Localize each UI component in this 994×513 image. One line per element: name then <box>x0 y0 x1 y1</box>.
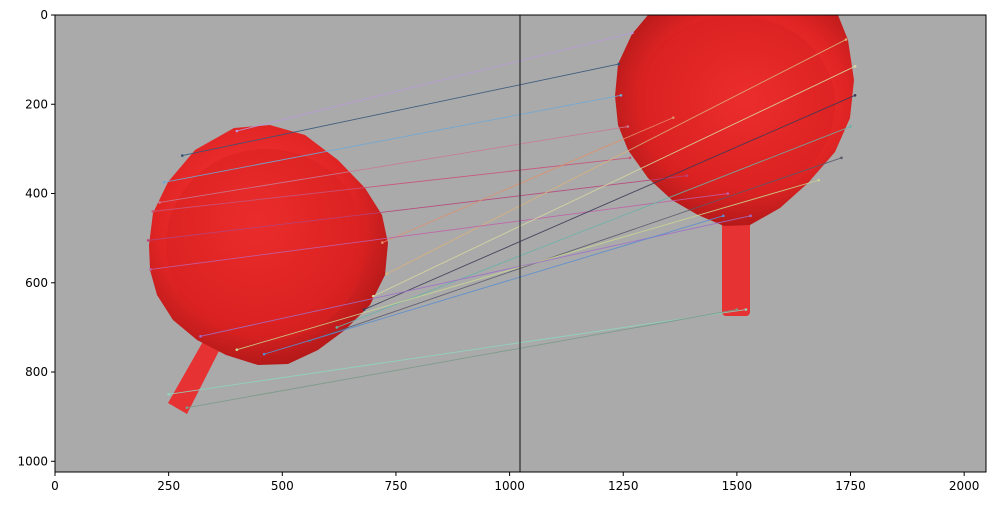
y-axis: 0 200 400 600 800 1000 <box>17 8 55 468</box>
keypoint-match-line <box>309 157 842 342</box>
keypoint-marker <box>381 241 384 244</box>
keypoint-match-line <box>373 65 856 297</box>
keypoint-marker <box>235 129 239 133</box>
keypoint-marker <box>235 348 239 352</box>
keypoint-marker <box>167 393 170 396</box>
keypoint-marker <box>840 156 843 160</box>
x-tick-label: 750 <box>384 479 407 493</box>
keypoint-marker <box>262 352 266 356</box>
x-tick-label: 250 <box>157 479 180 493</box>
keypoint-marker <box>817 178 821 182</box>
keypoint-match-line <box>186 309 737 409</box>
x-tick-label: 1000 <box>494 479 525 493</box>
x-tick-label: 0 <box>51 479 59 493</box>
keypoint-match-line <box>168 309 747 395</box>
keypoint-marker <box>151 210 155 213</box>
keypoint-marker <box>158 201 161 204</box>
y-tick-label: 200 <box>25 97 48 111</box>
keypoint-marker <box>362 308 366 311</box>
keypoint-match-line <box>336 126 851 328</box>
x-tick-label: 1250 <box>608 479 639 493</box>
left-cup-handle <box>168 338 222 414</box>
plot-frame <box>54 14 987 473</box>
keypoint-match-line <box>363 94 856 310</box>
keypoint-match-line <box>159 126 628 203</box>
keypoint-match-line <box>263 215 724 355</box>
x-axis: 0 250 500 750 1000 1250 1500 1750 2000 <box>51 472 979 493</box>
keypoint-marker <box>853 65 857 68</box>
keypoint-match-line <box>148 175 687 241</box>
keypoint-marker <box>744 308 748 311</box>
left-cup-interior <box>166 149 366 341</box>
keypoint-match-line <box>236 32 633 132</box>
keypoint-marker <box>721 214 725 218</box>
keypoint-marker <box>619 94 623 97</box>
keypoint-marker <box>735 308 739 311</box>
keypoint-marker <box>180 154 184 157</box>
right-cup-handle <box>722 220 750 316</box>
keypoint-marker <box>371 294 375 298</box>
right-red-cup <box>615 15 854 316</box>
y-tick-label: 800 <box>25 365 48 379</box>
match-lines <box>146 31 857 410</box>
x-tick-label: 500 <box>271 479 294 493</box>
keypoint-marker <box>671 116 675 119</box>
keypoint-match-line <box>382 117 674 244</box>
x-tick-label: 2000 <box>949 479 980 493</box>
keypoint-marker <box>749 214 752 218</box>
keypoint-match-line <box>150 193 728 270</box>
keypoint-marker <box>335 326 339 329</box>
keypoint-marker <box>617 62 620 66</box>
keypoint-marker <box>385 272 389 276</box>
y-tick-label: 600 <box>25 276 48 290</box>
keypoint-marker <box>626 125 630 128</box>
image-content <box>146 15 857 414</box>
y-tick-label: 0 <box>40 8 48 22</box>
keypoint-marker <box>685 174 689 177</box>
keypoint-marker <box>628 156 632 160</box>
keypoint-match-line <box>164 94 622 183</box>
x-tick-label: 1500 <box>722 479 753 493</box>
keypoint-match-line <box>152 157 631 212</box>
keypoint-marker <box>726 192 730 195</box>
keypoint-marker <box>149 268 152 271</box>
keypoint-marker <box>146 239 150 242</box>
keypoint-marker <box>185 406 189 410</box>
keypoint-marker <box>849 125 852 128</box>
x-tick-label: 1750 <box>835 479 866 493</box>
y-tick-label: 400 <box>25 187 48 201</box>
right-cup-interior <box>635 15 835 195</box>
keypoint-marker <box>853 94 857 97</box>
y-tick-label: 1000 <box>17 454 48 468</box>
keypoint-marker <box>631 31 634 35</box>
keypoint-match-line <box>200 215 751 337</box>
keypoint-match-line <box>182 63 619 157</box>
left-red-cup <box>149 125 388 414</box>
keypoint-marker <box>162 181 166 184</box>
keypoint-marker <box>844 38 848 41</box>
keypoint-match-line <box>386 39 847 275</box>
keypoint-marker <box>199 335 202 338</box>
